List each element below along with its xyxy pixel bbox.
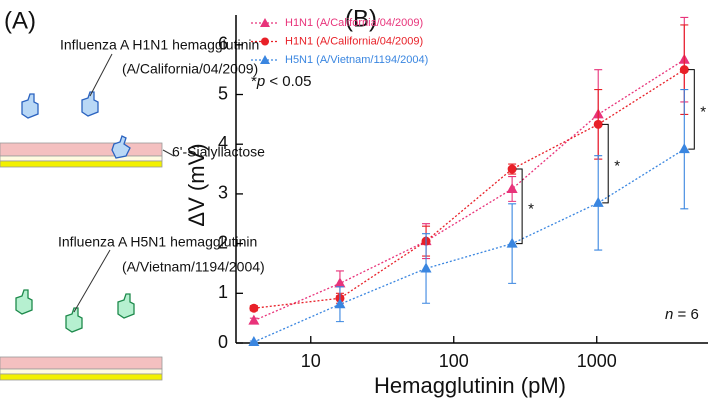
legend-label: H5N1 (A/Vietnam/1194/2004) xyxy=(285,54,428,66)
data-point xyxy=(678,143,690,154)
legend-label: H1N1 (A/California/04/2009) xyxy=(285,17,423,29)
note-star: * xyxy=(251,73,257,90)
h1n1-name: Influenza A H1N1 hemagglutinin xyxy=(60,37,259,53)
x-tick-label: 1000 xyxy=(577,351,617,371)
series-line xyxy=(253,69,685,309)
data-point xyxy=(679,65,689,75)
y-tick-label: 2 xyxy=(218,232,228,252)
n-symbol: n xyxy=(665,306,673,323)
significance-star: * xyxy=(614,158,620,175)
h5n1-name: Influenza A H5N1 hemagglutinin xyxy=(58,234,257,250)
data-point xyxy=(592,196,604,207)
membrane xyxy=(0,356,163,381)
series-line xyxy=(253,148,685,343)
legend-marker xyxy=(261,37,269,46)
x-tick-label: 10 xyxy=(301,351,321,371)
significance-bracket xyxy=(516,168,523,245)
series-line xyxy=(253,59,685,322)
leader-lines xyxy=(73,53,113,313)
x-axis-label: Hemagglutinin (pM) xyxy=(374,373,566,398)
data-point xyxy=(248,314,260,325)
data-point xyxy=(506,237,518,248)
y-tick-label: 5 xyxy=(218,83,228,103)
data-point xyxy=(593,119,603,129)
panel-label: (B) xyxy=(345,5,377,32)
h5n1-strain: (A/Vietnam/1194/2004) xyxy=(122,259,265,275)
membrane xyxy=(0,142,175,168)
data-point xyxy=(506,182,518,193)
legend-marker xyxy=(260,18,270,27)
y-tick-label: 0 xyxy=(218,332,228,352)
y-tick-label: 1 xyxy=(218,282,228,302)
h1n1-proteins xyxy=(21,91,131,159)
x-tick-label: 100 xyxy=(439,351,469,371)
y-tick-label: 6 xyxy=(218,34,228,54)
n-rest: = 6 xyxy=(678,306,699,323)
significance-bracket xyxy=(602,123,609,204)
data-point xyxy=(507,164,517,174)
note-p: p xyxy=(256,73,265,90)
significance-bracket xyxy=(688,69,695,150)
significance-note: *p < 0.05 xyxy=(251,73,311,90)
n-note: n = 6 xyxy=(665,306,699,323)
data-point xyxy=(248,336,260,347)
significance-star: * xyxy=(528,200,534,217)
data-point xyxy=(420,262,432,273)
data-point xyxy=(334,277,346,288)
note-rest: < 0.05 xyxy=(269,73,311,90)
h5n1-proteins xyxy=(15,289,135,333)
panel-label: (A) xyxy=(4,7,36,34)
data-point xyxy=(334,298,346,309)
legend-label: H1N1 (A/California/04/2009) xyxy=(285,35,423,47)
receptor-label: 6'-Sialyllactose xyxy=(172,144,265,160)
y-axis-label: ΔV (mV) xyxy=(184,143,209,226)
y-tick-label: 4 xyxy=(218,133,228,153)
legend-marker xyxy=(260,55,270,64)
data-point xyxy=(249,303,259,313)
significance-star: * xyxy=(700,103,706,120)
h1n1-strain: (A/California/04/2009) xyxy=(122,61,258,77)
y-tick-label: 3 xyxy=(218,183,228,203)
